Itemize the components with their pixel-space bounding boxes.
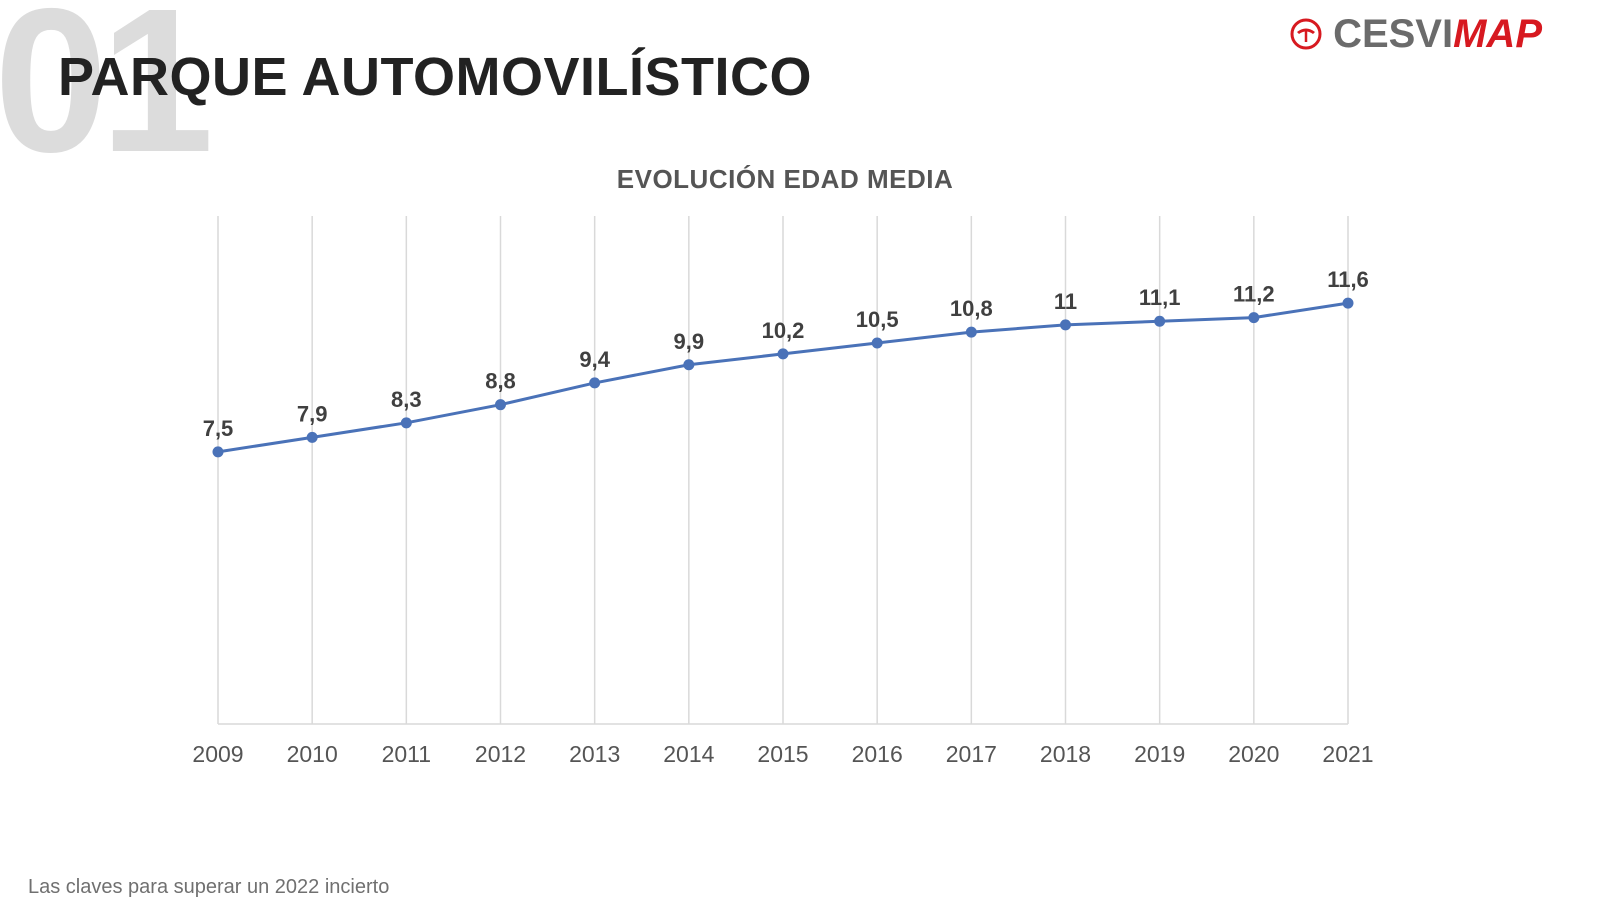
data-label: 8,3 xyxy=(391,387,422,412)
data-point xyxy=(1342,297,1354,309)
data-point xyxy=(212,446,224,458)
data-point xyxy=(1248,312,1260,324)
data-label: 11,2 xyxy=(1233,282,1275,307)
data-point xyxy=(495,399,506,411)
page-title: PARQUE AUTOMOVILÍSTICO xyxy=(58,47,813,107)
data-label: 11,6 xyxy=(1327,267,1369,292)
data-label: 11 xyxy=(1054,289,1077,314)
chart-title: EVOLUCIÓN EDAD MEDIA xyxy=(616,164,954,194)
data-label: 8,8 xyxy=(485,369,516,394)
data-point xyxy=(306,431,318,443)
x-tick-label: 2012 xyxy=(475,741,526,767)
data-point xyxy=(400,417,412,429)
data-point xyxy=(1060,319,1071,331)
data-point xyxy=(965,326,977,338)
data-label: 11,1 xyxy=(1139,285,1181,310)
data-label: 10,8 xyxy=(950,296,993,321)
x-tick-label: 2016 xyxy=(852,741,903,767)
x-tick-label: 2009 xyxy=(192,741,243,767)
data-point xyxy=(871,337,883,349)
data-point xyxy=(589,377,601,389)
x-tick-label: 2011 xyxy=(382,741,431,767)
x-tick-label: 2018 xyxy=(1040,741,1091,767)
data-label: 10,2 xyxy=(762,318,805,343)
data-label: 9,9 xyxy=(674,329,705,354)
cesvimap-emblem-icon xyxy=(1290,18,1322,50)
cesvimap-logo: CESVIMAP xyxy=(1289,14,1542,54)
logo-text-map: MAP xyxy=(1453,12,1542,56)
footer-text: Las claves para superar un 2022 incierto xyxy=(28,876,390,898)
x-tick-label: 2017 xyxy=(946,741,997,767)
data-label: 7,9 xyxy=(297,401,328,426)
x-tick-label: 2020 xyxy=(1228,741,1279,767)
x-tick-label: 2010 xyxy=(287,741,338,767)
x-tick-label: 2014 xyxy=(663,741,714,767)
data-point xyxy=(1154,315,1166,327)
x-tick-label: 2013 xyxy=(569,741,620,767)
slide-number-watermark: 01 xyxy=(0,0,214,195)
x-tick-label: 2015 xyxy=(757,741,808,767)
data-point xyxy=(777,348,789,360)
data-label: 7,5 xyxy=(203,416,234,441)
data-point xyxy=(683,359,695,371)
data-label: 9,4 xyxy=(579,347,610,372)
x-tick-label: 2021 xyxy=(1322,741,1373,767)
data-label: 10,5 xyxy=(856,307,899,332)
logo-wordmark: CESVIMAP xyxy=(1333,14,1542,54)
logo-text-cesvi: CESVI xyxy=(1333,12,1454,56)
x-tick-label: 2019 xyxy=(1134,741,1185,767)
